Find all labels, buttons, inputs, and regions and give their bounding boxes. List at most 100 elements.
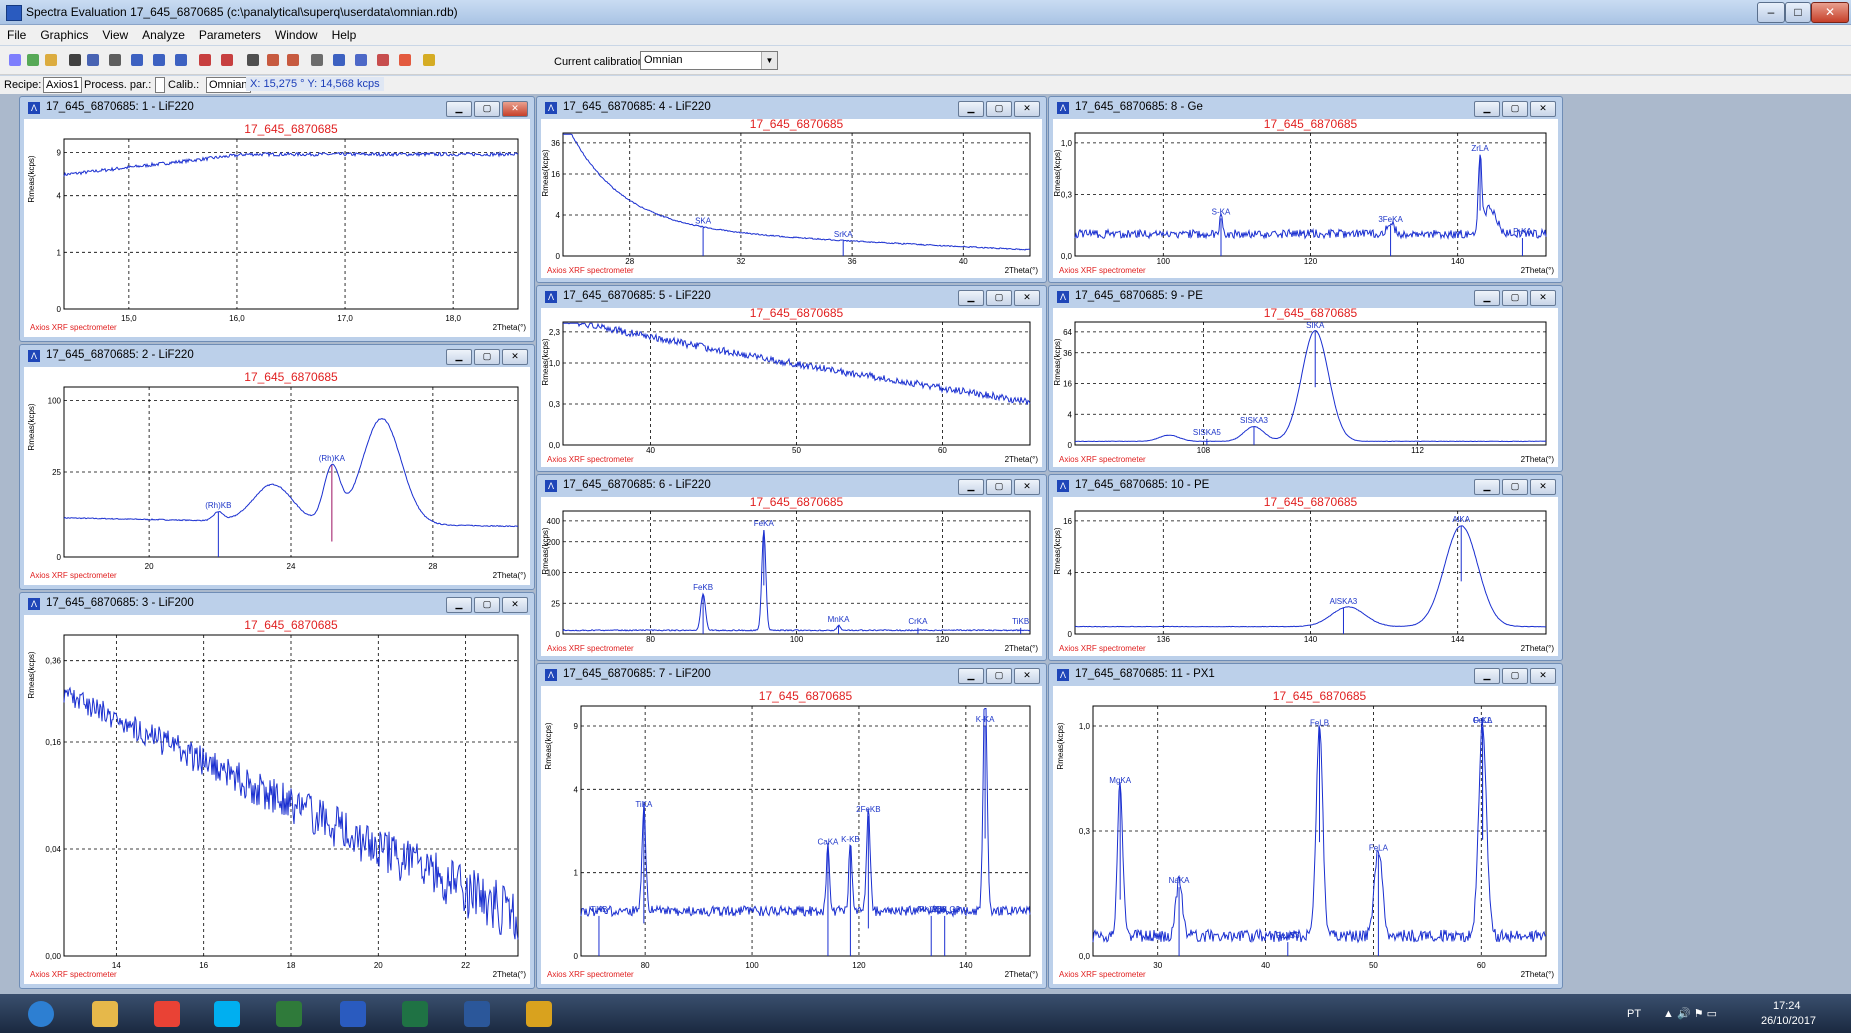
- flask-red-icon[interactable]: [374, 51, 392, 69]
- menu-file[interactable]: File: [7, 28, 27, 42]
- windows-start-icon[interactable]: [14, 997, 68, 1030]
- restore-icon[interactable]: ▢: [1502, 101, 1528, 117]
- chart-1-icon[interactable]: [128, 51, 146, 69]
- spectrum-plot[interactable]: 17_645_6870685 40 50 60 2,3 1,0 0,3 0,0 Rmeas(kc…: [541, 308, 1042, 467]
- plot-area[interactable]: 17_645_6870685 108 112 64 36 16 4 0 Rmeas(kcps) 2…: [1053, 308, 1558, 467]
- spectrum-plot[interactable]: 17_645_6870685 100 120 140 1,0 0,3 0,0 Rmeas(kc…: [1053, 119, 1558, 278]
- maximize-button[interactable]: □: [1785, 2, 1811, 23]
- menu-view[interactable]: View: [102, 28, 129, 42]
- spectra-eval-icon[interactable]: [326, 997, 380, 1030]
- spectrum-window-5[interactable]: Λ 17_645_6870685: 5 - LiF220 ▁ ▢ ✕ 17_645_687…: [536, 285, 1047, 472]
- restore-icon[interactable]: ▢: [986, 290, 1012, 306]
- spectrum-window-6[interactable]: Λ 17_645_6870685: 6 - LiF220 ▁ ▢ ✕ 17_645_687…: [536, 474, 1047, 661]
- spectrum-window-9[interactable]: Λ 17_645_6870685: 9 - PE ▁ ▢ ✕ 17_645_6870685…: [1048, 285, 1563, 472]
- spectrum-plot[interactable]: 17_645_6870685 80 100 120 400 200 100 25 0 Rmeas(…: [541, 497, 1042, 656]
- spectrum-plot[interactable]: 17_645_6870685 15,0 16,0 17,0 18,0 9 4 1 0 Rmeas(…: [24, 119, 530, 337]
- menu-graphics[interactable]: Graphics: [40, 28, 89, 42]
- superq-icon[interactable]: [512, 997, 566, 1030]
- plot-area[interactable]: 17_645_6870685 15,0 16,0 17,0 18,0 9 4 1 0 Rmeas(…: [24, 119, 530, 337]
- preview-icon[interactable]: [308, 51, 326, 69]
- restore-icon[interactable]: ▢: [1502, 290, 1528, 306]
- restore-icon[interactable]: ▢: [474, 101, 500, 117]
- plot-area[interactable]: 17_645_6870685 20 24 28 100 25 0 Rmeas(kcps) 2Th…: [24, 367, 530, 585]
- delete-icon[interactable]: [66, 51, 84, 69]
- window-title-bar[interactable]: Λ 17_645_6870685: 9 - PE ▁ ▢ ✕: [1049, 286, 1562, 308]
- app-icon[interactable]: [6, 5, 22, 21]
- restore-icon[interactable]: ▢: [1502, 668, 1528, 684]
- clock-date[interactable]: 26/10/2017: [1761, 1015, 1817, 1027]
- plot-area[interactable]: 17_645_6870685 80 100 120 140 9 4 1 0 Rmeas(kcps)…: [541, 686, 1042, 984]
- minimize-icon[interactable]: ▁: [1474, 290, 1500, 306]
- chrome-icon[interactable]: [140, 997, 194, 1030]
- close-icon[interactable]: ✕: [1530, 479, 1556, 495]
- restore-icon[interactable]: ▢: [986, 668, 1012, 684]
- close-icon[interactable]: ✕: [502, 597, 528, 613]
- flask-icon[interactable]: [6, 51, 24, 69]
- minimize-icon[interactable]: ▁: [1474, 668, 1500, 684]
- window-title-bar[interactable]: Λ 17_645_6870685: 5 - LiF220 ▁ ▢ ✕: [537, 286, 1046, 308]
- close-icon[interactable]: ✕: [1014, 101, 1040, 117]
- open-folder-icon[interactable]: [42, 51, 60, 69]
- menu-help[interactable]: Help: [331, 28, 357, 42]
- close-icon[interactable]: ✕: [1014, 479, 1040, 495]
- menu-analyze[interactable]: Analyze: [142, 28, 185, 42]
- spectrum-window-7[interactable]: Λ 17_645_6870685: 7 - LiF200 ▁ ▢ ✕ 17_645_687…: [536, 663, 1047, 989]
- chevron-down-icon[interactable]: ▼: [761, 52, 777, 69]
- restore-icon[interactable]: ▢: [474, 349, 500, 365]
- window-title-bar[interactable]: Λ 17_645_6870685: 4 - LiF220 ▁ ▢ ✕: [537, 97, 1046, 119]
- close-icon[interactable]: ✕: [1014, 668, 1040, 684]
- clock-time[interactable]: 17:24: [1773, 1000, 1801, 1012]
- spectrum-plot[interactable]: 17_645_6870685 30 40 50 60 1,0 0,3 0,0 Rmeas(kcp…: [1053, 686, 1558, 984]
- restore-icon[interactable]: ▢: [986, 479, 1012, 495]
- save-icon[interactable]: [84, 51, 102, 69]
- calibration-select[interactable]: Omnian ▼: [640, 51, 778, 70]
- plot-area[interactable]: 17_645_6870685 100 120 140 1,0 0,3 0,0 Rmeas(kc…: [1053, 119, 1558, 278]
- spectrum-window-2[interactable]: Λ 17_645_6870685: 2 - LiF220 ▁ ▢ ✕ 17_645_687…: [19, 344, 535, 590]
- restore-icon[interactable]: ▢: [1502, 479, 1528, 495]
- restore-icon[interactable]: ▢: [474, 597, 500, 613]
- skype-icon[interactable]: [200, 997, 254, 1030]
- minimize-icon[interactable]: ▁: [446, 349, 472, 365]
- window-title-bar[interactable]: Λ 17_645_6870685: 1 - LiF220 ▁ ▢ ✕: [20, 97, 534, 119]
- binoculars-icon[interactable]: [244, 51, 262, 69]
- flask-add-icon[interactable]: [24, 51, 42, 69]
- window-title-bar[interactable]: Λ 17_645_6870685: 6 - LiF220 ▁ ▢ ✕: [537, 475, 1046, 497]
- minimize-icon[interactable]: ▁: [958, 668, 984, 684]
- language-indicator[interactable]: PT: [1627, 1008, 1642, 1020]
- calib-field[interactable]: Omnian: [206, 77, 251, 93]
- window-title-bar[interactable]: Λ 17_645_6870685: 2 - LiF220 ▁ ▢ ✕: [20, 345, 534, 367]
- spectrum-plot[interactable]: 17_645_6870685 20 24 28 100 25 0 Rmeas(kcps) 2Th…: [24, 367, 530, 585]
- window-title-bar[interactable]: Λ 17_645_6870685: 3 - LiF200 ▁ ▢ ✕: [20, 593, 534, 615]
- fe-marker-2-icon[interactable]: [284, 51, 302, 69]
- minimize-icon[interactable]: ▁: [1474, 101, 1500, 117]
- bar-chart-icon[interactable]: [330, 51, 348, 69]
- spectrum-window-8[interactable]: Λ 17_645_6870685: 8 - Ge ▁ ▢ ✕ 17_645_6870685…: [1048, 96, 1563, 283]
- plot-area[interactable]: 17_645_6870685 40 50 60 2,3 1,0 0,3 0,0 Rmeas(kc…: [541, 308, 1042, 467]
- minimize-button[interactable]: –: [1757, 2, 1785, 23]
- spectrum-window-3[interactable]: Λ 17_645_6870685: 3 - LiF200 ▁ ▢ ✕ 17_645_687…: [19, 592, 535, 989]
- minimize-icon[interactable]: ▁: [446, 597, 472, 613]
- process-field[interactable]: [155, 77, 165, 93]
- minimize-icon[interactable]: ▁: [1474, 479, 1500, 495]
- spectra-app-icon[interactable]: [262, 997, 316, 1030]
- warning-icon[interactable]: [396, 51, 414, 69]
- file-explorer-icon[interactable]: [78, 997, 132, 1030]
- stack-icon[interactable]: [352, 51, 370, 69]
- spectrum-window-10[interactable]: Λ 17_645_6870685: 10 - PE ▁ ▢ ✕ 17_645_687068…: [1048, 474, 1563, 661]
- plot-area[interactable]: 17_645_6870685 14 16 18 20 22 0,36 0,16 0,04 0,00…: [24, 615, 530, 984]
- plot-area[interactable]: 17_645_6870685 80 100 120 400 200 100 25 0 Rmeas(…: [541, 497, 1042, 656]
- minimize-icon[interactable]: ▁: [446, 101, 472, 117]
- close-icon[interactable]: ✕: [1014, 290, 1040, 306]
- minimize-icon[interactable]: ▁: [958, 290, 984, 306]
- menu-window[interactable]: Window: [274, 28, 318, 42]
- spectrum-plot[interactable]: 17_645_6870685 14 16 18 20 22 0,36 0,16 0,04 0,00…: [24, 615, 530, 984]
- word-icon[interactable]: [450, 997, 504, 1030]
- element-pe-icon[interactable]: [218, 51, 236, 69]
- spectrum-plot[interactable]: 17_645_6870685 80 100 120 140 9 4 1 0 Rmeas(kcps)…: [541, 686, 1042, 984]
- help-icon[interactable]: [420, 51, 438, 69]
- window-title-bar[interactable]: Λ 17_645_6870685: 8 - Ge ▁ ▢ ✕: [1049, 97, 1562, 119]
- close-icon[interactable]: ✕: [502, 101, 528, 117]
- spectrum-window-4[interactable]: Λ 17_645_6870685: 4 - LiF220 ▁ ▢ ✕ 17_645_687…: [536, 96, 1047, 283]
- chart-3-icon[interactable]: [172, 51, 190, 69]
- element-fe-icon[interactable]: [196, 51, 214, 69]
